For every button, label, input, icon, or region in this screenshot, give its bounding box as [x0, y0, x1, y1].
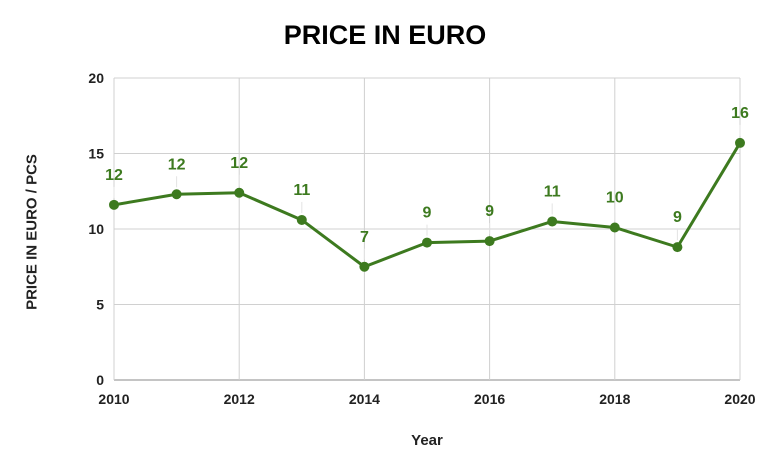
data-point — [609, 222, 620, 233]
y-tick-label: 15 — [88, 146, 104, 162]
data-label: 12 — [168, 156, 186, 173]
y-tick-label: 0 — [96, 372, 104, 388]
data-point — [484, 236, 495, 247]
x-tick-label: 2020 — [724, 391, 755, 407]
data-label: 7 — [360, 229, 369, 246]
data-point — [735, 137, 745, 148]
x-tick-label: 2010 — [98, 391, 129, 407]
data-point — [547, 216, 558, 227]
x-axis-label: Year — [411, 432, 443, 449]
data-label: 16 — [731, 105, 749, 122]
y-tick-label: 20 — [88, 70, 104, 86]
data-point — [296, 214, 307, 225]
data-label: 9 — [485, 203, 494, 220]
chart-title: PRICE IN EURO — [283, 20, 487, 50]
y-tick-label: 5 — [96, 297, 104, 313]
data-label: 9 — [673, 209, 682, 226]
data-label: 11 — [293, 182, 310, 199]
x-tick-label: 2014 — [349, 391, 380, 407]
data-point — [171, 189, 182, 200]
data-point — [672, 242, 683, 253]
x-tick-label: 2016 — [474, 391, 505, 407]
data-label: 10 — [606, 189, 624, 206]
data-label: 12 — [230, 155, 248, 172]
data-label: 9 — [423, 205, 432, 222]
data-point — [109, 199, 119, 210]
data-point — [359, 261, 370, 272]
x-tick-label: 2018 — [599, 391, 630, 407]
data-label: 11 — [544, 183, 561, 200]
x-tick-label: 2012 — [224, 391, 255, 407]
data-point — [422, 237, 432, 248]
data-point — [234, 187, 245, 198]
data-label: 12 — [105, 167, 123, 184]
y-tick-label: 10 — [88, 221, 104, 237]
